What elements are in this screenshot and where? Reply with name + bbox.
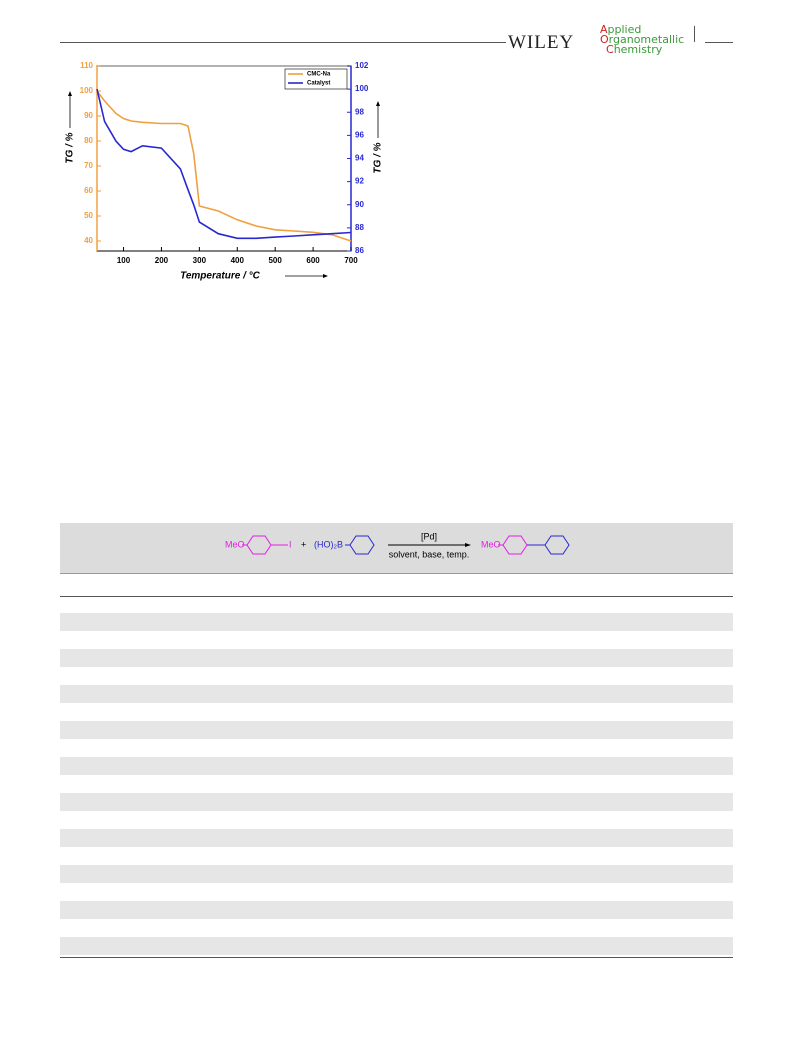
y-tick-label: 70 (84, 161, 93, 170)
x-axis-label: Temperature / °C (180, 271, 261, 282)
table-row-stripe (60, 901, 733, 919)
y-tick-label: 90 (84, 111, 93, 120)
x-tick-label: 700 (344, 256, 358, 265)
table-row-stripe (60, 685, 733, 703)
page-bar (694, 26, 695, 42)
y-tick-label: 60 (84, 186, 93, 195)
table-row-stripe (60, 865, 733, 883)
y2-tick-label: 88 (355, 223, 364, 232)
y2-tick-label: 102 (355, 61, 369, 70)
journal: Applied Organometallic Chemistry (600, 23, 685, 56)
y-tick-label: 50 (84, 211, 93, 220)
axis-arrow-head (323, 274, 328, 278)
publisher: WILEY (508, 32, 575, 53)
table-row-stripe (60, 829, 733, 847)
x-tick-label: 200 (155, 256, 169, 265)
x-tick-label: 400 (231, 256, 245, 265)
x-tick-label: 500 (268, 256, 282, 265)
scheme-text: + (301, 539, 306, 549)
x-tick-label: 100 (117, 256, 131, 265)
y2-tick-label: 94 (355, 154, 364, 163)
ring (502, 535, 528, 555)
y-axis-label: TG / % (65, 132, 76, 163)
scheme-text: MeO (481, 539, 501, 549)
series-line (96, 88, 352, 240)
x-tick-label: 600 (306, 256, 320, 265)
table-row-stripe (60, 793, 733, 811)
arrow-head (465, 543, 471, 547)
y-tick-label: 100 (80, 86, 94, 95)
scheme-text: MeO (225, 539, 245, 549)
table-rule (60, 596, 733, 597)
y2-tick-label: 92 (355, 177, 364, 186)
journal-line: Chemistry (606, 43, 663, 56)
table-row-stripe (60, 649, 733, 667)
series-line (96, 90, 352, 242)
table-rule (60, 573, 733, 574)
table-row-stripe (60, 721, 733, 739)
axis-arrow-head (68, 91, 72, 96)
y2-tick-label: 90 (355, 200, 364, 209)
journal-line: Organometallic (600, 33, 685, 46)
ring (544, 535, 570, 555)
y-tick-label: 110 (80, 61, 93, 70)
y2-tick-label: 96 (355, 130, 364, 139)
ring (246, 535, 272, 555)
y-tick-label: 40 (84, 236, 93, 245)
table-header-bg (60, 523, 733, 573)
y2-tick-label: 100 (355, 84, 369, 93)
scheme-text: (HO)₂B (314, 539, 343, 549)
y-tick-label: 80 (84, 136, 93, 145)
y2-tick-label: 98 (355, 107, 364, 116)
axis-arrow-head (376, 101, 380, 106)
y2-axis-label: TG / % (373, 142, 384, 173)
journal-line: Applied (600, 23, 642, 36)
x-tick-label: 300 (193, 256, 207, 265)
legend-label: CMC-Na (307, 72, 331, 78)
legend-label: Catalyst (307, 81, 330, 87)
chart: Temperature / °C TG / % TG / % 100 200 300… (65, 61, 384, 282)
scheme-text: I (289, 539, 292, 549)
table-rule (60, 957, 733, 958)
ring (349, 535, 375, 555)
scheme-text: solvent, base, temp. (389, 549, 470, 559)
reaction-scheme: MeO I + (HO)₂B [Pd] solvent, base, temp.… (225, 531, 570, 559)
plot-frame (96, 65, 352, 252)
header-rule (60, 42, 506, 43)
scheme-text: [Pd] (421, 531, 437, 541)
header-rule (705, 42, 733, 43)
table-row-stripe (60, 937, 733, 955)
table-row-stripe (60, 757, 733, 775)
table-row-stripe (60, 613, 733, 631)
y2-tick-label: 86 (355, 246, 364, 255)
